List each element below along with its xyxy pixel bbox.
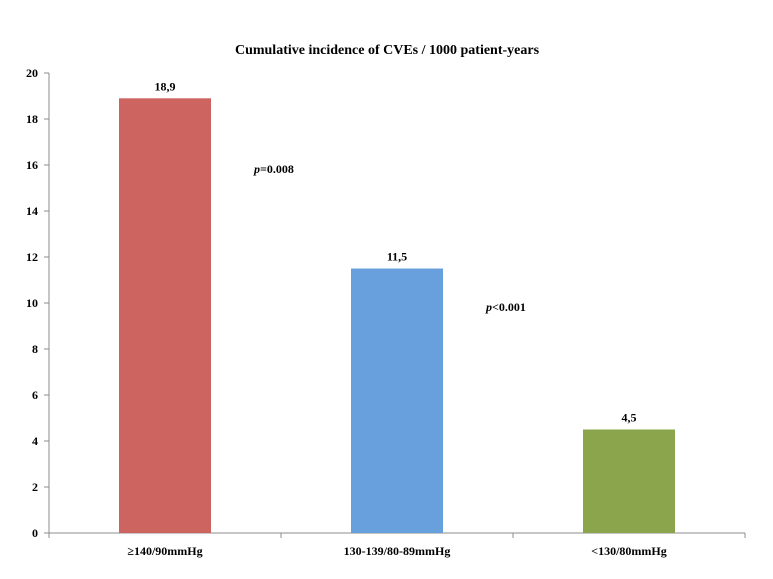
y-tick-label: 12 [26,250,38,264]
p-symbol: p [253,162,260,176]
category-label: <130/80mmHg [591,544,667,558]
y-tick-label: 18 [26,112,38,126]
y-tick-label: 2 [32,480,38,494]
y-tick-label: 0 [32,526,38,540]
category-label: ≥140/90mmHg [127,544,202,558]
y-tick-label: 14 [26,204,38,218]
p-value-annotation: p=0.008 [253,162,294,176]
y-tick-label: 8 [32,342,38,356]
chart-title: Cumulative incidence of CVEs / 1000 pati… [235,43,540,58]
category-label: 130-139/80-89mmHg [344,544,451,558]
y-tick-label: 4 [32,434,38,448]
y-tick-label: 10 [26,296,38,310]
p-value: =0.008 [260,162,294,176]
p-value-annotation: p<0.001 [485,300,526,314]
data-label: 18,9 [155,79,176,93]
data-label: 4,5 [622,411,637,425]
bar [351,268,443,533]
p-symbol: p [485,300,492,314]
y-tick-label: 16 [26,158,38,172]
y-tick-label: 20 [26,66,38,80]
bar [583,429,675,533]
plot-area: 0 2 4 6 8 10 12 14 16 18 20 18,9 ≥140/90mmHg 11,5 130-… [26,66,746,558]
data-label: 11,5 [387,250,407,264]
y-tick-label: 6 [32,388,38,402]
bar [119,98,211,534]
p-value: <0.001 [492,300,526,314]
